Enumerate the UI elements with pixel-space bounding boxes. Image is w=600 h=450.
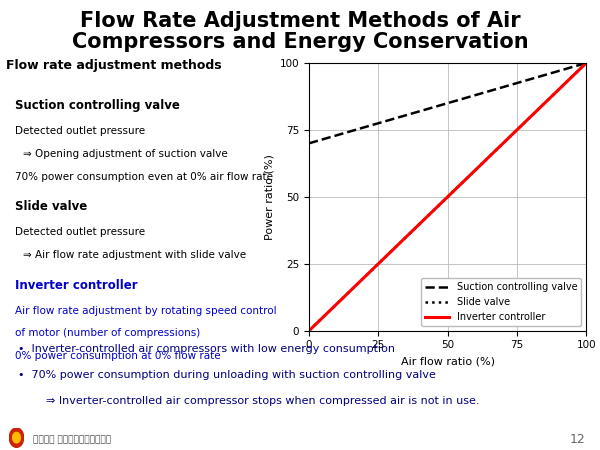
Text: Inverter controller: Inverter controller bbox=[14, 279, 137, 292]
Text: Detected outlet pressure: Detected outlet pressure bbox=[14, 126, 145, 136]
Y-axis label: Power ratio (%): Power ratio (%) bbox=[264, 154, 274, 240]
Text: •  70% power consumption during unloading with suction controlling valve: • 70% power consumption during unloading… bbox=[18, 370, 436, 380]
Text: ⇒ Inverter-controlled air compressor stops when compressed air is not in use.: ⇒ Inverter-controlled air compressor sto… bbox=[46, 396, 480, 405]
Text: Flow Rate Adjustment Methods of Air: Flow Rate Adjustment Methods of Air bbox=[80, 11, 520, 31]
Text: Flow rate adjustment methods: Flow rate adjustment methods bbox=[6, 58, 221, 72]
Text: of motor (number of compressions): of motor (number of compressions) bbox=[14, 328, 200, 338]
Text: ⇒ Air flow rate adjustment with slide valve: ⇒ Air flow rate adjustment with slide va… bbox=[23, 250, 247, 260]
Text: ⇒ Opening adjustment of suction valve: ⇒ Opening adjustment of suction valve bbox=[23, 149, 228, 159]
X-axis label: Air flow ratio (%): Air flow ratio (%) bbox=[401, 356, 494, 366]
Text: Detected outlet pressure: Detected outlet pressure bbox=[14, 227, 145, 237]
Text: 12: 12 bbox=[569, 433, 585, 446]
Text: 財団法人 省エネルギーセンター: 財団法人 省エネルギーセンター bbox=[33, 435, 111, 444]
Circle shape bbox=[13, 432, 20, 443]
Circle shape bbox=[10, 428, 24, 447]
Legend: Suction controlling valve, Slide valve, Inverter controller: Suction controlling valve, Slide valve, … bbox=[421, 279, 581, 326]
Text: •  Inverter-controlled air compressors with low energy consumption: • Inverter-controlled air compressors wi… bbox=[18, 344, 395, 354]
Text: Air flow rate adjustment by rotating speed control: Air flow rate adjustment by rotating spe… bbox=[14, 306, 276, 315]
Text: Slide valve: Slide valve bbox=[14, 200, 87, 213]
Text: 70% power consumption even at 0% air flow rate: 70% power consumption even at 0% air flo… bbox=[14, 172, 272, 182]
Text: Compressors and Energy Conservation: Compressors and Energy Conservation bbox=[71, 32, 529, 52]
Text: 0% power consumption at 0% flow rate: 0% power consumption at 0% flow rate bbox=[14, 351, 220, 361]
Text: Suction controlling valve: Suction controlling valve bbox=[14, 99, 179, 112]
